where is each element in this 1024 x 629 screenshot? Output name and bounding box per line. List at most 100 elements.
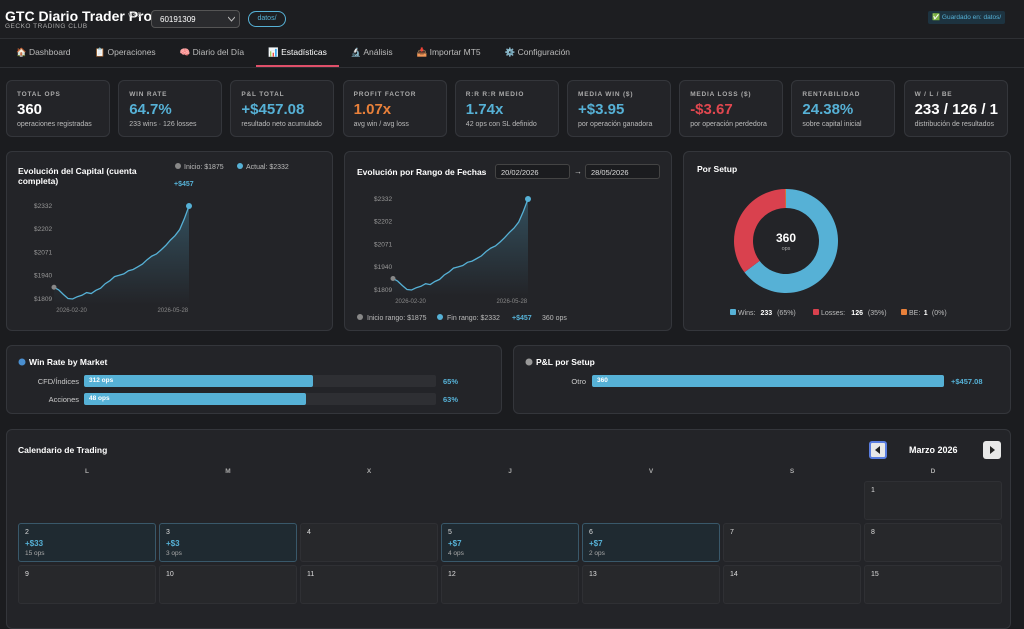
day-cell[interactable]: 14 bbox=[723, 565, 861, 604]
x-tick-label: 2026-02-20 bbox=[395, 299, 426, 305]
x-tick-label: 2026-05-28 bbox=[157, 308, 188, 314]
pnl-card: P&L por Setup Otro 360 +$457.08 bbox=[513, 345, 1011, 414]
footer-end: Fin rango: $2332 bbox=[447, 315, 500, 322]
day-cell[interactable]: 7 bbox=[723, 523, 861, 562]
donut-chart: Wins: 233 (65%) Losses: 126 (35%) BE: 1 (0%) 360o… bbox=[730, 189, 947, 317]
day-cell[interactable]: 3 +$3 3 ops bbox=[159, 523, 297, 562]
y-tick-label: $2202 bbox=[34, 226, 52, 233]
kpi-value: 1.07x bbox=[353, 101, 392, 118]
legend-value: 1 bbox=[924, 310, 928, 317]
calendar-grid: 1 2 +$33 15 ops 3 +$3 3 ops 4 5 +$7 4 ops 6 +$7 2 ops… bbox=[18, 481, 1002, 604]
kpi-sub: resultado neto acumulado bbox=[241, 121, 322, 128]
tab[interactable]: 📋 Operaciones bbox=[94, 47, 156, 57]
kpi-label: WIN RATE bbox=[129, 91, 168, 98]
kpi-card: P&L TOTAL +$457.08 resultado neto acumulad… bbox=[230, 80, 335, 137]
bar-track: 48 ops bbox=[84, 393, 436, 405]
day-cell[interactable]: 8 bbox=[864, 523, 1002, 562]
header: GTC Diario Trader Pro v3.8 GECKO TRADING… bbox=[0, 0, 1024, 39]
tab-bar: 🏠 Dashboard 📋 Operaciones 🧠 Diario del Día… bbox=[0, 39, 1024, 68]
start-dot bbox=[51, 284, 57, 290]
kpi-value: 64.7% bbox=[129, 101, 172, 118]
legend-dot bbox=[437, 314, 443, 320]
day-number: 10 bbox=[166, 571, 174, 578]
start-dot bbox=[390, 276, 396, 282]
kpi-value: 233 / 126 / 1 bbox=[914, 101, 998, 118]
day-cell[interactable]: 6 +$7 2 ops bbox=[582, 523, 720, 562]
day-cell[interactable]: 2 +$33 15 ops bbox=[18, 523, 156, 562]
account-select[interactable]: 60191309 bbox=[151, 10, 240, 28]
legend-swatch bbox=[901, 309, 907, 315]
day-number: 1 bbox=[871, 487, 875, 494]
day-pnl: +$33 bbox=[25, 539, 44, 548]
pnl-label: +$457.08 bbox=[951, 377, 983, 386]
day-cell[interactable]: 9 bbox=[18, 565, 156, 604]
kpi-value: -$3.67 bbox=[690, 101, 733, 118]
y-tick-label: $1809 bbox=[374, 287, 392, 294]
kpi-sub: 233 wins · 126 losses bbox=[129, 121, 197, 128]
day-pnl: +$7 bbox=[589, 539, 603, 548]
day-number: 3 bbox=[166, 529, 170, 536]
tab[interactable]: 🔬 Análisis bbox=[350, 47, 393, 57]
card-title: Win Rate by Market bbox=[29, 357, 108, 367]
kpi-sub: por operación ganadora bbox=[578, 121, 653, 128]
card-title: P&L por Setup bbox=[536, 357, 595, 367]
legend-dot bbox=[357, 314, 363, 320]
day-cell[interactable]: 10 bbox=[159, 565, 297, 604]
saved-badge: ✅ Guardado en: datos/ bbox=[928, 11, 1006, 24]
date-to[interactable]: 28/05/2026 bbox=[585, 164, 660, 179]
icon bbox=[525, 358, 533, 366]
y-tick-label: $1940 bbox=[374, 264, 392, 271]
kpi-card: R:R R:R MEDIO 1.74x 42 ops con SL definido bbox=[454, 80, 559, 137]
app-subtitle: GECKO TRADING CLUB bbox=[5, 23, 88, 30]
day-cell[interactable]: 12 bbox=[441, 565, 579, 604]
tab[interactable]: 🧠 Diario del Día bbox=[179, 47, 245, 57]
legend-pct: (0%) bbox=[932, 310, 947, 317]
legend-name: Wins: bbox=[738, 310, 756, 317]
icon bbox=[18, 358, 26, 366]
weekday: D bbox=[930, 468, 936, 475]
kpi-value: 360 bbox=[17, 101, 43, 118]
day-cell[interactable]: 15 bbox=[864, 565, 1002, 604]
legend-name: BE: bbox=[909, 310, 920, 317]
footer-ops: 360 ops bbox=[542, 315, 567, 322]
day-cell[interactable]: 11 bbox=[300, 565, 438, 604]
kpi-sub: sobre capital inicial bbox=[802, 121, 862, 128]
day-number: 4 bbox=[307, 529, 311, 536]
next-month[interactable] bbox=[983, 441, 1001, 459]
market-card: Win Rate by Market CFD/Índices 312 ops 65%… bbox=[6, 345, 502, 414]
day-number: 9 bbox=[25, 571, 29, 578]
day-number: 5 bbox=[448, 529, 452, 536]
prev-month[interactable] bbox=[869, 441, 887, 459]
folder-button[interactable]: datos/ bbox=[248, 11, 286, 27]
day-cell[interactable]: 4 bbox=[300, 523, 438, 562]
day-cell[interactable]: 13 bbox=[582, 565, 720, 604]
tab[interactable]: 📥 Importar MT5 bbox=[416, 47, 481, 57]
x-tick-label: 2026-05-28 bbox=[496, 299, 527, 305]
kpi-card: TOTAL OPS 360 operaciones registradas bbox=[6, 80, 110, 137]
tab[interactable]: 🏠 Dashboard bbox=[16, 47, 71, 57]
card-title: Por Setup bbox=[697, 164, 738, 174]
legend-swatch bbox=[813, 309, 819, 315]
tab[interactable]: 📊 Estadísticas bbox=[256, 39, 339, 67]
y-tick-label: $2071 bbox=[374, 241, 392, 248]
day-number: 2 bbox=[25, 529, 29, 536]
kpi-card: MEDIA LOSS ($) -$3.67 por operación perded… bbox=[679, 80, 784, 137]
weekday: V bbox=[648, 468, 654, 475]
tab[interactable]: ⚙️ Configuración bbox=[504, 47, 571, 57]
day-number: 6 bbox=[589, 529, 593, 536]
bar: 360 bbox=[592, 375, 944, 387]
day-cell[interactable]: 5 +$7 4 ops bbox=[441, 523, 579, 562]
kpi-value: 24.38% bbox=[802, 101, 854, 118]
end-dot bbox=[186, 203, 192, 209]
date-from[interactable]: 20/02/2026 bbox=[495, 164, 570, 179]
area bbox=[54, 206, 189, 305]
kpi-card: WIN RATE 64.7% 233 wins · 126 losses bbox=[118, 80, 223, 137]
row-label: Acciones bbox=[48, 395, 79, 404]
bar: 312 ops bbox=[84, 375, 313, 387]
y-tick-label: $2202 bbox=[374, 219, 392, 226]
line bbox=[53, 205, 190, 300]
y-tick-label: $1809 bbox=[34, 296, 52, 303]
day-cell[interactable]: 1 bbox=[864, 481, 1002, 520]
day-number: 14 bbox=[730, 571, 738, 578]
donut-total-label: ops bbox=[782, 246, 791, 252]
